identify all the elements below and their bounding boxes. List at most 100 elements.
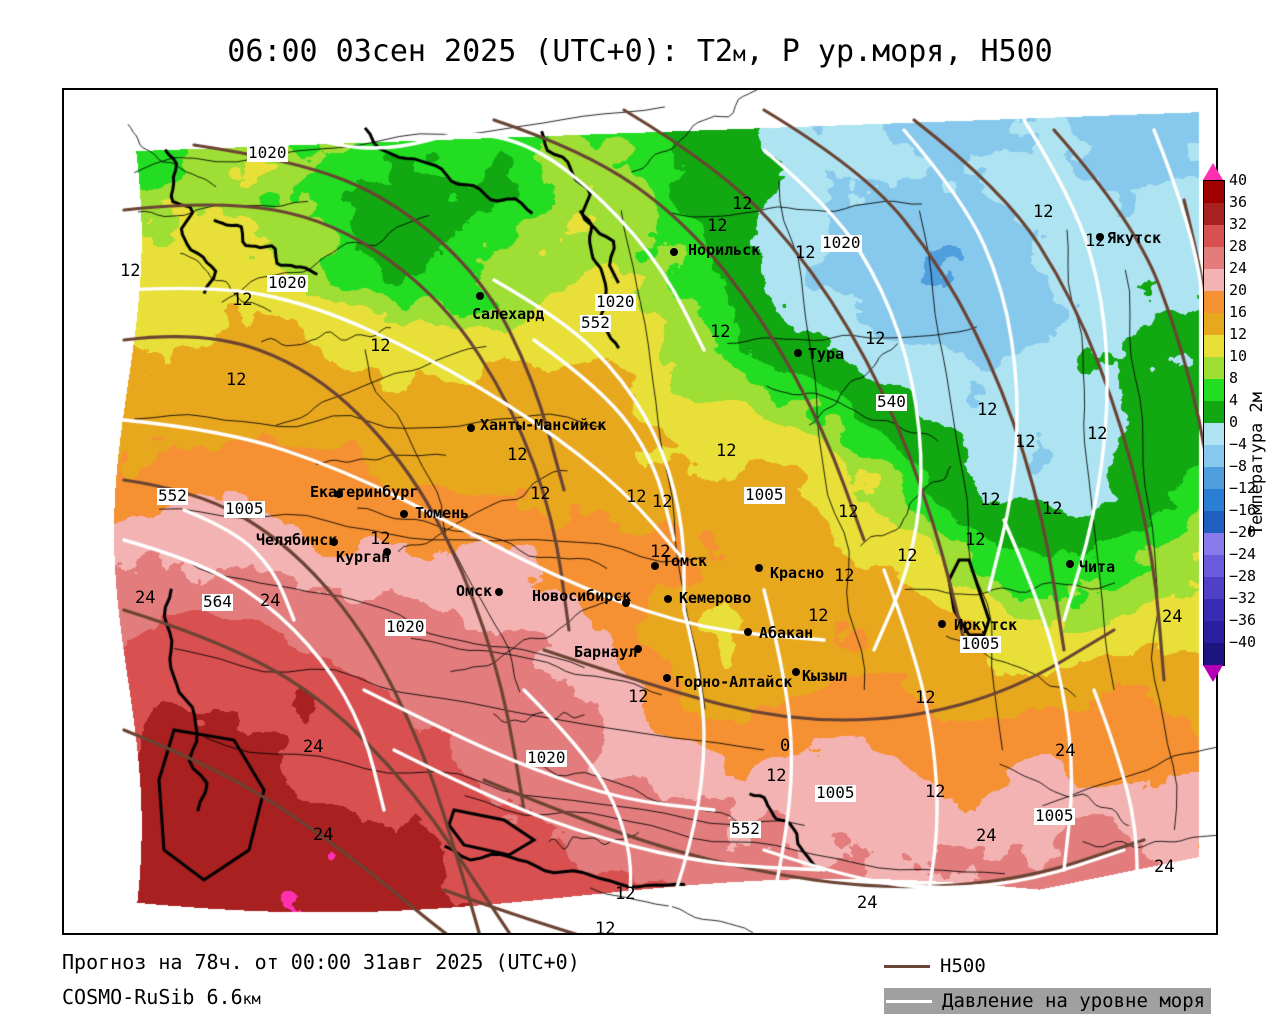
isotherm-label: 12 xyxy=(897,546,918,566)
city-label: Кызыл xyxy=(802,667,848,685)
colorbar-tick-label: −28 xyxy=(1229,567,1257,585)
colorbar-segment xyxy=(1204,291,1224,313)
city-label: Ханты-Мансийск xyxy=(480,416,607,434)
isotherm-label: 12 xyxy=(865,329,886,349)
city-marker xyxy=(634,645,642,653)
model-name: COSMO-RuSib 6.6 xyxy=(62,985,243,1009)
isotherm-label: 12 xyxy=(1042,499,1063,519)
temperature-colorbar xyxy=(1203,180,1225,666)
isotherm-label: 24 xyxy=(857,893,878,913)
isotherm-label: 12 xyxy=(652,492,673,512)
colorbar-segment xyxy=(1204,225,1224,247)
city-marker xyxy=(670,248,678,256)
colorbar-segment xyxy=(1204,203,1224,225)
h500-contour-label: 564 xyxy=(202,592,233,611)
isotherm-label: 12 xyxy=(1085,231,1106,251)
isotherm-label: 24 xyxy=(1162,607,1183,627)
isotherm-label: 24 xyxy=(260,591,281,611)
isotherm-label: 24 xyxy=(303,737,324,757)
pressure-contour-label: 1020 xyxy=(385,617,426,636)
colorbar-segment xyxy=(1204,269,1224,291)
city-label: Красно xyxy=(770,564,825,582)
colorbar-tick-label: 10 xyxy=(1229,347,1248,365)
city-label: Иркутск xyxy=(954,616,1018,634)
isotherm-label: 12 xyxy=(628,687,649,707)
isotherm-label: 12 xyxy=(226,370,247,390)
city-marker xyxy=(476,292,484,300)
isotherm-label: 24 xyxy=(313,825,334,845)
isotherm-label: 12 xyxy=(615,884,636,904)
pressure-contour-label: 1005 xyxy=(1034,806,1075,825)
isotherm-label: 12 xyxy=(232,290,253,310)
isotherm-label: 12 xyxy=(707,216,728,236)
page-title: 06:00 03сен 2025 (UTC+0): T2м, P ур.моря… xyxy=(0,34,1280,69)
colorbar-segment xyxy=(1204,313,1224,335)
colorbar-title: Температура 2м xyxy=(1247,392,1267,536)
city-marker xyxy=(383,548,391,556)
city-label: Омск xyxy=(456,582,493,600)
isotherm-label: 12 xyxy=(795,243,816,263)
city-label: Тюмень xyxy=(415,504,470,522)
colorbar-tick-label: 32 xyxy=(1229,215,1248,233)
colorbar-segment xyxy=(1204,335,1224,357)
isotherm-label: 24 xyxy=(1154,857,1175,877)
isotherm-label: 12 xyxy=(370,336,391,356)
colorbar-tick-label: −36 xyxy=(1229,611,1257,629)
city-label: Абакан xyxy=(759,624,814,642)
city-marker xyxy=(335,490,343,498)
city-label: Курган xyxy=(336,548,391,566)
isotherm-label: 12 xyxy=(1087,424,1108,444)
colorbar-tick-label: −12 xyxy=(1229,479,1257,497)
isotherm-label: 12 xyxy=(965,530,986,550)
pressure-contour-label: 1020 xyxy=(247,143,288,162)
colorbar-tick-label: −8 xyxy=(1229,457,1248,475)
isotherm-label: 24 xyxy=(976,826,997,846)
city-label: Тура xyxy=(808,345,845,363)
city-marker xyxy=(400,510,408,518)
mslp-line-swatch xyxy=(886,999,932,1003)
forecast-info: Прогноз на 78ч. от 00:00 31авг 2025 (UTC… xyxy=(62,950,580,974)
colorbar-segment xyxy=(1204,577,1224,599)
city-label: Чита xyxy=(1079,558,1116,576)
city-marker xyxy=(330,538,338,546)
city-label: Норильск xyxy=(688,241,761,259)
colorbar-segment xyxy=(1204,181,1224,203)
city-marker xyxy=(651,562,659,570)
city-marker xyxy=(938,620,946,628)
pressure-contour-label: 1020 xyxy=(526,748,567,767)
city-label: Екатеринбург xyxy=(310,483,419,501)
isotherm-label: 12 xyxy=(530,484,551,504)
city-label: Якутск xyxy=(1107,229,1162,247)
city-label: Горно-Алтайск xyxy=(675,673,793,691)
colorbar-under-arrow xyxy=(1203,665,1223,682)
colorbar-tick-label: 20 xyxy=(1229,281,1248,299)
city-marker xyxy=(1096,233,1104,241)
h500-contour-label: 552 xyxy=(730,819,761,838)
weather-map[interactable]: Норильск Салехард Тура Якутск Ханты-Мансийск… xyxy=(62,88,1218,935)
city-marker xyxy=(664,595,672,603)
isotherm-label: 12 xyxy=(925,782,946,802)
colorbar-tick-label: −32 xyxy=(1229,589,1257,607)
legend-h500-label: H500 xyxy=(940,955,986,977)
colorbar-tick-label: 4 xyxy=(1229,391,1239,409)
isotherm-label: 12 xyxy=(980,490,1001,510)
isotherm-label: 12 xyxy=(650,542,671,562)
pressure-contour-label: 1005 xyxy=(960,634,1001,653)
title-main: 06:00 03сен 2025 (UTC+0): T2 xyxy=(227,34,734,69)
colorbar-over-arrow xyxy=(1203,163,1223,180)
city-marker xyxy=(1066,560,1074,568)
city-label: Томск xyxy=(662,552,708,570)
h500-contour-label: 552 xyxy=(580,313,611,332)
city-label: Челябинск xyxy=(256,531,338,549)
colorbar-tick-label: 28 xyxy=(1229,237,1248,255)
isotherm-label: 12 xyxy=(834,566,855,586)
colorbar-tick-label: 0 xyxy=(1229,413,1239,431)
isotherm-label: 12 xyxy=(766,766,787,786)
city-marker xyxy=(495,588,503,596)
pressure-contour-label: 1005 xyxy=(744,485,785,504)
colorbar-segment xyxy=(1204,357,1224,379)
isotherm-label: 0 xyxy=(780,736,791,756)
city-label: Кемерово xyxy=(679,589,752,607)
colorbar-segment xyxy=(1204,643,1224,665)
isotherm-label: 12 xyxy=(838,502,859,522)
